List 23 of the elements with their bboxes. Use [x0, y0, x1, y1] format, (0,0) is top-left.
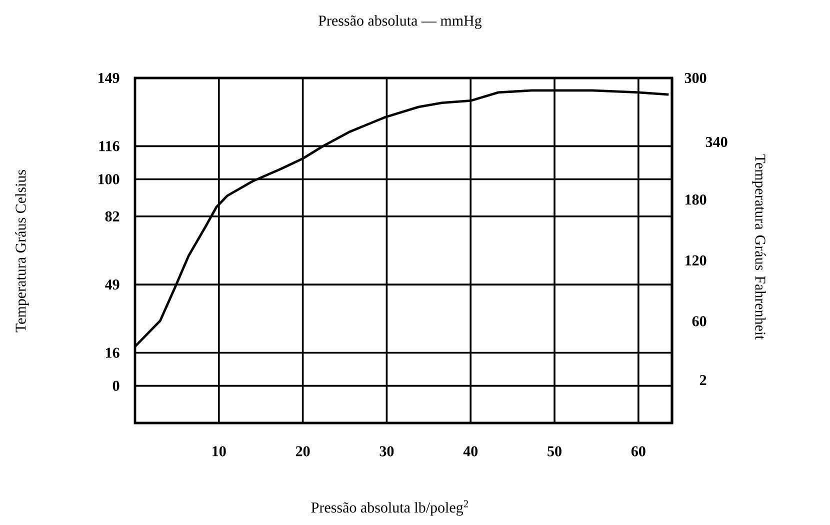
- y-tick-label: 49: [105, 280, 120, 290]
- y2-tick-label: 180: [686, 194, 706, 205]
- y-tick-label: 16: [106, 348, 120, 358]
- y-tick-label: 149: [98, 72, 120, 84]
- x-tick-label: 50: [548, 446, 562, 456]
- x-axis-title: Pressão absoluta lb/poleg$^{2}$: [311, 500, 468, 516]
- y2-axis-title: Temperatura Gráus Fahrenheit: [752, 154, 766, 340]
- y-axis-title: Temperatura Gráus Celsius: [15, 170, 29, 332]
- y-tick-label: 100: [98, 174, 120, 184]
- y2-tick-label: 60: [692, 316, 706, 326]
- y2-tick-label: 300: [684, 72, 706, 84]
- text: 340: [706, 136, 728, 148]
- y2-tick-label: 2: [700, 375, 706, 385]
- x-tick-label: 60: [631, 446, 646, 456]
- y-tick-label: 82: [105, 211, 120, 222]
- x-tick-label: 20: [296, 446, 310, 456]
- x-tick-label: 40: [463, 446, 478, 456]
- x2-axis-title: Pressão absoluta — mmHg: [318, 15, 482, 29]
- x-tick-label: 10: [212, 446, 226, 456]
- y-tick-label: 116: [99, 141, 120, 152]
- y-tick-label: 0: [112, 380, 120, 391]
- y2-tick-label: 120: [686, 255, 706, 266]
- x-tick-label: 30: [380, 446, 394, 456]
